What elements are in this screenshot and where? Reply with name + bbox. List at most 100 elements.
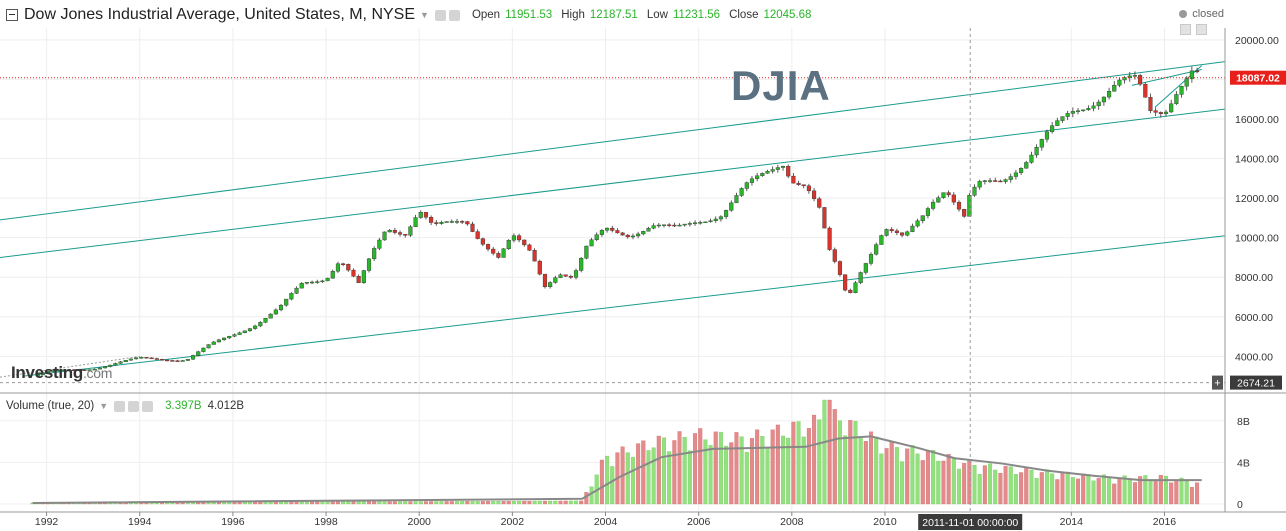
- candle-body: [993, 180, 998, 182]
- candle-body: [920, 215, 925, 222]
- vol-tick-label: 0: [1237, 499, 1243, 511]
- close-icon[interactable]: [142, 400, 154, 412]
- candle-body: [796, 182, 801, 185]
- visibility-icon[interactable]: [448, 9, 460, 21]
- candle-body: [1189, 70, 1194, 79]
- settings-icon[interactable]: [434, 9, 446, 21]
- candle-body: [956, 201, 962, 210]
- volume-bar: [289, 501, 294, 505]
- candle-body: [294, 287, 299, 294]
- candle-body: [1075, 110, 1081, 112]
- volume-bar: [610, 466, 615, 505]
- candle-body: [511, 235, 516, 241]
- candle-body: [382, 231, 387, 241]
- close-label: Close: [729, 9, 759, 21]
- candle-body: [1029, 154, 1034, 163]
- candle-body: [299, 283, 304, 289]
- volume-bar: [341, 501, 346, 505]
- volume-bar: [1044, 469, 1049, 505]
- candle-body: [403, 234, 408, 236]
- volume-bar: [423, 501, 428, 505]
- volume-bar: [273, 501, 278, 505]
- volume-bar: [915, 453, 920, 505]
- volume-bar: [724, 445, 729, 505]
- volume-bar: [491, 501, 496, 505]
- visibility-icon[interactable]: [128, 400, 140, 412]
- candle-body: [894, 230, 899, 233]
- candle-body: [356, 275, 361, 283]
- volume-bar: [553, 500, 558, 505]
- volume-bar: [858, 437, 863, 505]
- volume-bar: [299, 501, 304, 505]
- candle-body: [139, 357, 144, 359]
- candle-body: [548, 282, 553, 288]
- settings-icon[interactable]: [114, 400, 126, 412]
- candle-body: [672, 224, 677, 227]
- y-tick-label: 8000.00: [1235, 272, 1273, 284]
- candle-body: [1179, 86, 1184, 95]
- volume-bar: [734, 432, 739, 505]
- price-candles: [35, 66, 1200, 377]
- volume-bar: [1065, 471, 1070, 505]
- candle-body: [822, 207, 827, 229]
- volume-bar: [563, 500, 568, 505]
- candle-body: [227, 336, 232, 339]
- volume-bar: [335, 501, 340, 505]
- volume-bar: [977, 474, 982, 505]
- volume-bar: [806, 428, 811, 505]
- candle-body: [517, 235, 522, 241]
- candle-body: [848, 289, 853, 293]
- scale-lock-icon[interactable]: [1196, 24, 1207, 35]
- candle-body: [1055, 120, 1060, 126]
- candle-body: [982, 180, 987, 182]
- candle-body: [1013, 172, 1018, 177]
- candle-body: [496, 253, 501, 258]
- volume-bar: [988, 463, 993, 505]
- chevron-down-icon[interactable]: ▼: [99, 401, 109, 411]
- candle-body: [1008, 176, 1013, 180]
- candle-body: [444, 221, 449, 223]
- volume-bar: [377, 501, 382, 505]
- volume-bar: [848, 420, 853, 505]
- volume-bar: [496, 501, 501, 505]
- candle-body: [905, 231, 910, 236]
- volume-bar: [920, 460, 925, 505]
- candle-body: [315, 281, 320, 283]
- volume-bar: [279, 501, 284, 505]
- candle-body: [423, 212, 428, 218]
- x-tick-label: 1992: [35, 516, 59, 528]
- candle-body: [1117, 79, 1122, 86]
- candle-body: [1184, 78, 1189, 87]
- volume-bar: [227, 502, 232, 505]
- candle-body: [863, 263, 868, 273]
- volume-bar: [1153, 479, 1158, 505]
- candle-body: [744, 182, 749, 189]
- volume-bar: [599, 459, 604, 505]
- x-tick-label: 2014: [1060, 516, 1084, 528]
- candle-body: [1127, 75, 1132, 78]
- chevron-down-icon[interactable]: ▼: [420, 10, 429, 20]
- candle-body: [786, 166, 791, 177]
- scale-toggle-icon[interactable]: [1180, 24, 1191, 35]
- volume-bar: [304, 501, 309, 505]
- volume-bar: [1148, 479, 1153, 505]
- collapse-icon[interactable]: [6, 9, 18, 21]
- candle-body: [967, 195, 972, 217]
- volume-bar: [661, 437, 667, 505]
- candle-body: [1091, 105, 1096, 109]
- volume-bar: [1122, 475, 1127, 505]
- volume-bar: [346, 501, 351, 505]
- volume-bar: [253, 501, 258, 505]
- volume-bar: [822, 399, 827, 505]
- candle-body: [170, 360, 175, 362]
- volume-bar: [900, 461, 905, 505]
- candle-body: [247, 328, 253, 332]
- chart-title: Dow Jones Industrial Average, United Sta…: [24, 6, 416, 23]
- volume-value: 3.397B: [165, 400, 202, 412]
- volume-bar: [672, 440, 677, 505]
- volume-bar: [1091, 480, 1096, 505]
- candle-body: [154, 358, 159, 360]
- candle-body: [222, 337, 227, 341]
- x-tick-label: 2016: [1153, 516, 1177, 528]
